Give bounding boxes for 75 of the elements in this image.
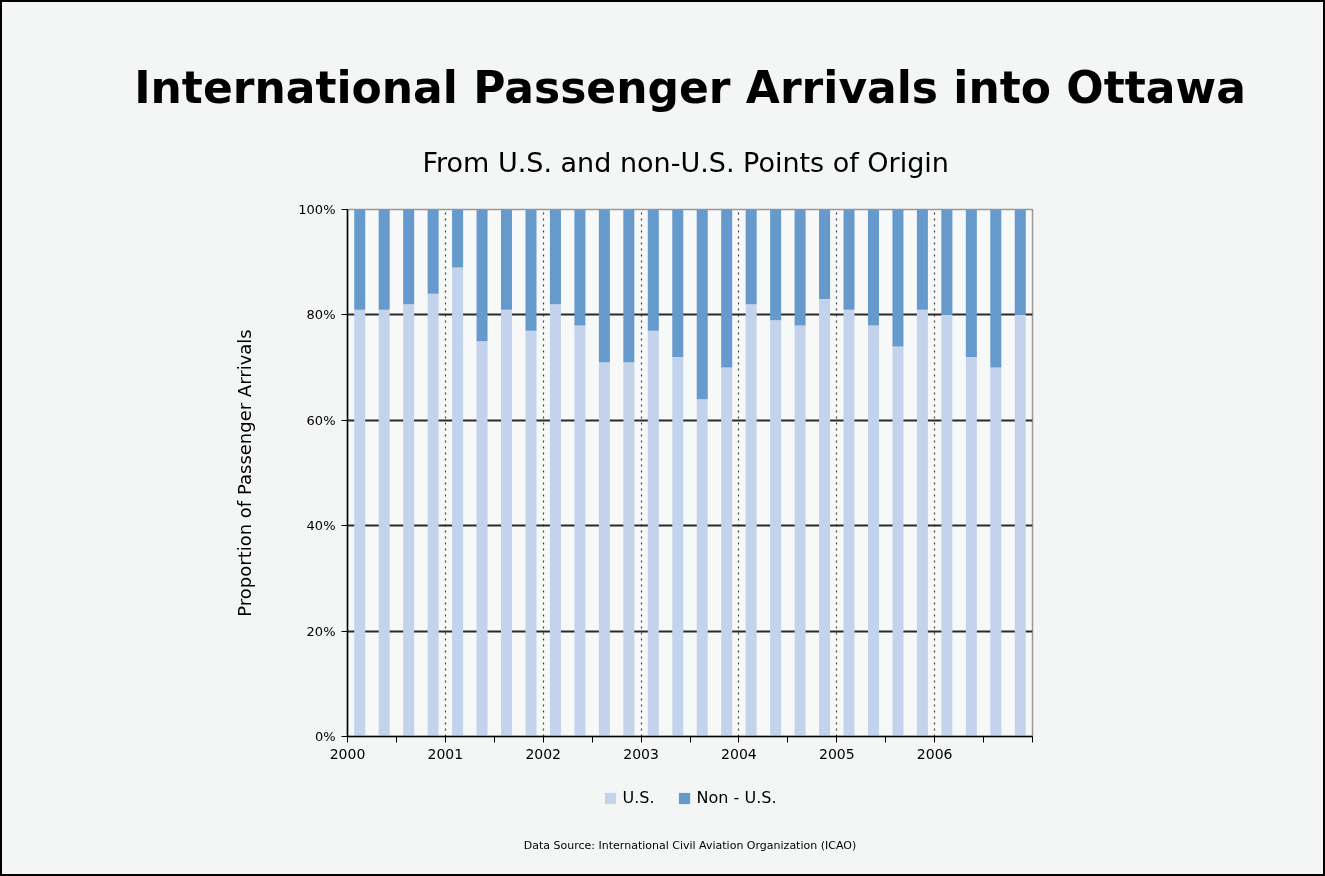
bar: [916, 309, 928, 737]
y-tick-label: 100%: [298, 202, 336, 217]
bar: [427, 293, 439, 737]
bar: [941, 314, 953, 737]
source-note: Data Source: International Civil Aviation Organization (ICAO): [523, 839, 857, 852]
bar: [574, 325, 586, 737]
y-axis-title: Proportion of Passenger Arrivals: [234, 329, 256, 617]
bar: [990, 367, 1002, 737]
bar: [647, 209, 659, 331]
bar: [403, 209, 415, 305]
legend-label: U.S.: [622, 788, 655, 807]
x-tick-label: 2005: [818, 745, 855, 762]
bar: [892, 346, 904, 737]
bar: [452, 267, 464, 737]
bar: [354, 209, 366, 310]
legend-label: Non - U.S.: [696, 788, 777, 807]
bar: [378, 309, 390, 737]
bar: [427, 209, 439, 294]
chart-subtitle: From U.S. and non-U.S. Points of Origin: [422, 146, 949, 178]
bar: [525, 330, 537, 737]
chart-title: International Passenger Arrivals into Ottawa: [134, 61, 1246, 113]
y-tick-label: 20%: [306, 623, 336, 639]
bar: [916, 209, 928, 310]
bar: [965, 357, 977, 737]
x-tick-label: 2004: [721, 745, 757, 762]
bar: [476, 341, 488, 737]
bar: [990, 209, 1002, 368]
bar: [794, 325, 806, 737]
bar: [770, 320, 782, 737]
bar: [574, 209, 586, 326]
bar: [941, 209, 953, 315]
bar: [745, 304, 757, 737]
bar: [965, 209, 977, 358]
bar: [819, 209, 831, 300]
bar: [867, 325, 879, 737]
y-tick-label: 60%: [306, 412, 336, 428]
y-tick-label: 80%: [306, 307, 336, 323]
x-tick-label: 2002: [525, 745, 562, 762]
bar: [549, 209, 561, 305]
bar: [721, 209, 733, 368]
bar: [721, 367, 733, 737]
bar: [549, 304, 561, 737]
bar: [623, 209, 635, 363]
bar: [794, 209, 806, 326]
bar: [403, 304, 415, 737]
bar: [819, 299, 831, 737]
bar: [770, 209, 782, 321]
y-tick-label: 0%: [314, 729, 336, 744]
bar: [598, 209, 610, 363]
y-tick-label: 40%: [306, 518, 336, 534]
bar: [525, 209, 537, 331]
x-tick-label: 2000: [329, 745, 366, 762]
bar: [598, 362, 610, 737]
bar: [647, 330, 659, 737]
bar: [672, 357, 684, 737]
bar: [501, 309, 513, 737]
bar: [476, 209, 488, 342]
bar: [843, 309, 855, 737]
x-tick-label: 2003: [623, 745, 659, 762]
bar: [696, 209, 708, 400]
bar: [501, 209, 513, 310]
bar: [843, 209, 855, 310]
bar: [892, 209, 904, 347]
x-tick-label: 2001: [427, 745, 464, 762]
bar: [696, 399, 708, 737]
bar: [867, 209, 879, 326]
bar: [745, 209, 757, 305]
bar: [623, 362, 635, 737]
x-tick-label: 2006: [916, 745, 953, 762]
bar: [1014, 209, 1026, 315]
bar: [1014, 314, 1026, 737]
bar: [452, 209, 464, 268]
bar: [672, 209, 684, 358]
bar: [354, 309, 366, 737]
bar: [378, 209, 390, 310]
